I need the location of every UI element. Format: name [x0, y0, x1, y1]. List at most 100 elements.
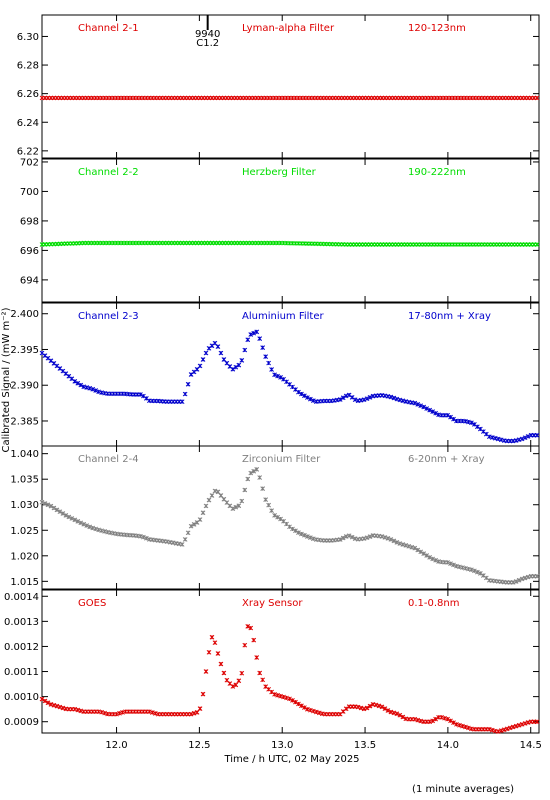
data-point: [472, 568, 477, 574]
data-point: [352, 397, 358, 403]
data-point: [257, 475, 263, 480]
y-tick-label: 696: [20, 246, 39, 257]
channel-label: Channel 2-2: [78, 167, 139, 178]
y-tick-label: 2.400: [10, 309, 39, 320]
data-point: [254, 655, 260, 660]
data-point: [260, 677, 266, 683]
data-point: [525, 434, 531, 439]
y-tick-label: 2.390: [10, 381, 39, 392]
data-point: [90, 386, 96, 392]
y-tick-label: 0.0011: [4, 667, 39, 678]
data-point: [230, 684, 236, 689]
data-point: [251, 637, 257, 643]
data-point: [448, 414, 453, 420]
data-point: [388, 537, 394, 542]
x-tick-label: 12.5: [188, 740, 210, 751]
data-point: [412, 545, 418, 551]
data-point: [200, 510, 206, 516]
data-point: [191, 521, 197, 527]
data-point: [254, 467, 260, 472]
data-point: [415, 547, 421, 553]
data-point: [179, 542, 185, 547]
y-tick-label: 694: [20, 275, 39, 286]
data-point: [185, 530, 191, 536]
data-point: [427, 407, 433, 413]
data-point: [245, 476, 251, 482]
data-point: [200, 691, 206, 697]
data-point: [469, 420, 474, 426]
data-point: [534, 242, 540, 247]
data-point: [45, 700, 51, 706]
data-point: [305, 395, 310, 400]
data-point: [245, 624, 251, 629]
data-point: [263, 354, 269, 359]
data-point: [233, 682, 239, 688]
data-point: [308, 535, 313, 540]
data-point: [87, 524, 93, 530]
panel-frame: [41, 158, 540, 303]
data-point: [448, 561, 453, 566]
channel-label: GOES: [78, 598, 106, 609]
band-label: 6-20nm + Xray: [408, 454, 485, 465]
data-point: [206, 649, 212, 655]
data-point: [72, 379, 78, 384]
data-point: [448, 718, 453, 724]
data-point: [251, 468, 257, 474]
data-point: [75, 519, 81, 524]
data-point: [424, 553, 430, 558]
y-tick-label: 6.26: [17, 89, 39, 100]
band-label: 190-222nm: [408, 167, 466, 178]
panel-4: 1.015 1.020 1.025 1.030 1.035 1.040 Channel 2-…: [10, 445, 540, 590]
data-point: [400, 714, 406, 720]
y-tick-label: 1.020: [10, 551, 39, 562]
y-tick-label: 0.0012: [4, 642, 39, 653]
data-point: [445, 412, 450, 418]
data-point: [45, 502, 51, 508]
filter-label: Herzberg Filter: [242, 167, 317, 178]
data-point: [248, 625, 254, 631]
y-axis-label: Calibrated Signal / (mW m⁻²): [1, 307, 12, 452]
y-tick-label: 2.395: [10, 345, 39, 356]
y-tick-label: 0.0009: [4, 717, 39, 728]
data-point: [138, 392, 143, 397]
x-tick-label: 13.5: [354, 740, 376, 751]
band-label: 120-123nm: [408, 23, 466, 34]
data-point: [293, 699, 298, 705]
data-point: [69, 516, 75, 521]
data-point: [275, 514, 280, 520]
data-point: [451, 562, 456, 568]
panel-1: 6.22 6.24 6.26 6.28 6.30 Channel 2-1 Lyman-alp…: [17, 14, 540, 159]
data-point: [179, 399, 185, 405]
data-point: [236, 362, 242, 368]
data-point: [239, 670, 245, 676]
data-point: [42, 698, 48, 704]
data-point: [251, 330, 257, 336]
data-point: [218, 350, 224, 356]
data-point: [340, 395, 346, 401]
data-point: [287, 524, 292, 530]
data-point: [260, 486, 266, 491]
data-point: [75, 380, 81, 386]
data-point: [78, 520, 84, 526]
data-point: [534, 432, 540, 438]
data-point: [272, 372, 277, 378]
data-point: [302, 393, 307, 399]
y-tick-label: 700: [20, 187, 39, 198]
data-point: [296, 530, 301, 535]
data-point: [81, 521, 87, 527]
series-points: [39, 467, 540, 585]
data-point: [39, 696, 45, 702]
y-tick-label: 6.30: [17, 32, 39, 43]
data-point: [364, 705, 370, 711]
series-points: [39, 240, 540, 247]
filter-label: Zirconium Filter: [242, 454, 321, 465]
data-point: [203, 350, 209, 356]
data-point: [206, 497, 212, 503]
data-point: [522, 435, 528, 441]
data-point: [388, 394, 394, 400]
data-point: [430, 409, 435, 415]
data-point: [197, 706, 203, 712]
data-point: [290, 697, 295, 703]
data-point: [379, 704, 385, 710]
data-point: [60, 511, 66, 516]
